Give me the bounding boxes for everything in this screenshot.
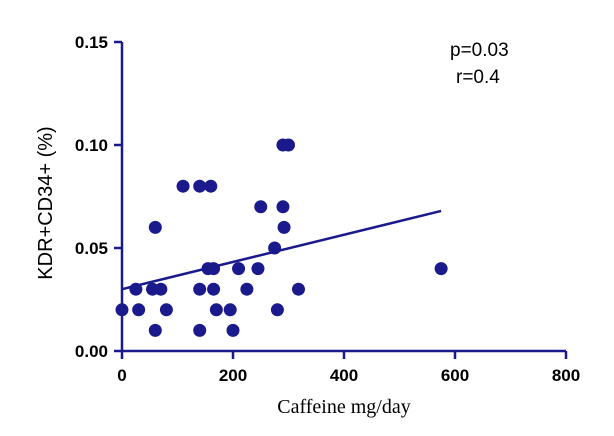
y-tick-label: 0.10 bbox=[75, 136, 108, 155]
data-point bbox=[270, 303, 284, 317]
data-point bbox=[193, 282, 207, 296]
data-point bbox=[434, 262, 448, 276]
data-point bbox=[207, 282, 221, 296]
data-point bbox=[251, 262, 265, 276]
x-tick-label: 600 bbox=[441, 366, 469, 385]
data-point bbox=[226, 323, 240, 337]
data-point bbox=[154, 282, 168, 296]
data-point bbox=[132, 303, 146, 317]
data-points bbox=[115, 138, 448, 337]
y-tick-label: 0.00 bbox=[75, 342, 108, 361]
data-point bbox=[159, 303, 173, 317]
r-value-annotation: r=0.4 bbox=[456, 67, 500, 88]
data-point bbox=[277, 220, 291, 234]
data-point bbox=[207, 262, 221, 276]
x-tick-label: 200 bbox=[219, 366, 247, 385]
x-tick-label: 800 bbox=[552, 366, 580, 385]
data-point bbox=[148, 220, 162, 234]
data-point bbox=[268, 241, 282, 255]
data-point bbox=[254, 200, 268, 214]
data-point bbox=[232, 262, 246, 276]
data-point bbox=[204, 179, 218, 193]
regression-line-group bbox=[121, 209, 442, 291]
data-point bbox=[209, 303, 223, 317]
data-point bbox=[115, 303, 129, 317]
regression-line bbox=[121, 209, 442, 291]
x-tick-label: 400 bbox=[330, 366, 358, 385]
data-point bbox=[240, 282, 254, 296]
y-axis-title: KDR+CD34+ (%) bbox=[35, 126, 57, 279]
x-axis-title: Caffeine mg/day bbox=[277, 396, 410, 418]
data-point bbox=[176, 179, 190, 193]
data-point bbox=[129, 282, 143, 296]
data-point bbox=[291, 282, 305, 296]
x-tick-label: 0 bbox=[117, 366, 126, 385]
data-point bbox=[193, 179, 207, 193]
y-tick-label: 0.05 bbox=[75, 239, 108, 258]
y-tick-label: 0.15 bbox=[75, 33, 108, 52]
data-point bbox=[223, 303, 237, 317]
data-point bbox=[282, 138, 295, 152]
p-value-annotation: p=0.03 bbox=[450, 40, 509, 61]
tick-labels: 0.00 0.05 0.10 0.15 0 200 400 600 800 bbox=[75, 33, 580, 385]
axes bbox=[114, 40, 568, 359]
data-point bbox=[276, 200, 290, 214]
data-point bbox=[193, 323, 207, 337]
data-point bbox=[148, 323, 162, 337]
